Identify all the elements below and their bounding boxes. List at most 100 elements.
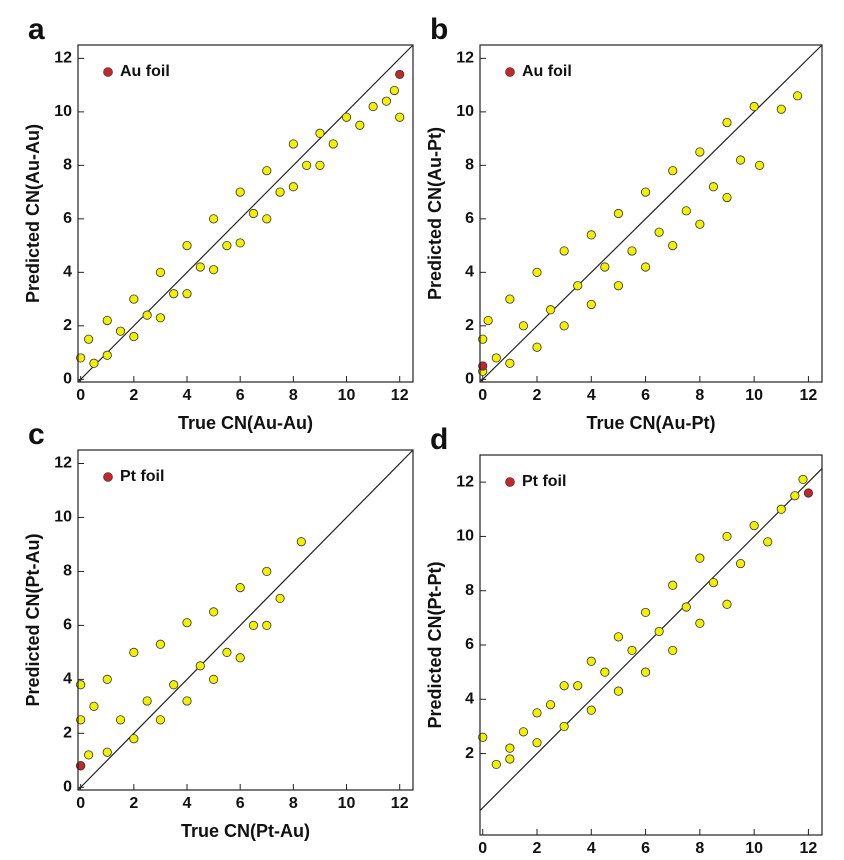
- point: [182, 696, 192, 706]
- point: [776, 104, 786, 114]
- point: [695, 147, 705, 157]
- y-tick-label: 2: [63, 725, 72, 742]
- point: [328, 139, 338, 149]
- point: [288, 139, 298, 149]
- y-tick-label: 6: [465, 210, 474, 227]
- point: [735, 558, 746, 569]
- y-tick-label: 0: [63, 779, 72, 796]
- point: [559, 246, 569, 256]
- point: [491, 353, 501, 363]
- point: [102, 315, 112, 326]
- y-tick-label: 8: [63, 157, 72, 174]
- y-tick-label: 12: [54, 50, 72, 67]
- point: [668, 166, 678, 176]
- point: [722, 599, 732, 609]
- x-axis-label: True CN(Au-Pt): [587, 413, 716, 433]
- point: [803, 488, 814, 498]
- point: [368, 101, 378, 112]
- point: [586, 705, 596, 715]
- legend-label: Pt foil: [120, 468, 164, 485]
- point: [169, 680, 179, 690]
- point: [640, 607, 651, 618]
- point: [627, 645, 637, 656]
- panel: a 0 2 4 6 8 10 12 0 2 4 6 8 10 12 True CN(Au-Au) Predict…: [23, 13, 414, 433]
- point: [102, 747, 112, 757]
- point: [483, 315, 493, 326]
- point: [668, 580, 678, 590]
- point: [89, 701, 99, 711]
- point: [235, 583, 245, 593]
- identity-line: [479, 44, 823, 383]
- point: [640, 667, 651, 677]
- point: [262, 566, 272, 577]
- x-tick-label: 4: [183, 795, 192, 812]
- x-tick-label: 12: [800, 840, 818, 857]
- point: [668, 645, 678, 656]
- point: [222, 240, 232, 251]
- point: [222, 647, 232, 657]
- y-tick-label: 12: [54, 455, 72, 472]
- point: [681, 602, 691, 612]
- x-tick-label: 0: [76, 795, 85, 812]
- y-tick-label: 6: [465, 636, 474, 653]
- point: [395, 112, 405, 122]
- y-tick-label: 8: [63, 563, 72, 580]
- y-axis-label: Predicted CN(Pt-Au): [23, 533, 43, 706]
- point: [613, 686, 624, 696]
- point: [792, 91, 803, 101]
- point: [84, 334, 94, 344]
- y-tick-label: 4: [465, 691, 474, 708]
- point: [129, 734, 139, 744]
- point: [749, 520, 759, 531]
- point: [315, 160, 325, 170]
- point: [790, 491, 800, 501]
- point: [754, 160, 765, 170]
- x-tick-label: 2: [129, 387, 138, 404]
- point: [395, 69, 405, 80]
- point: [102, 350, 112, 360]
- x-tick-label: 2: [533, 387, 542, 404]
- point: [559, 721, 569, 732]
- x-tick-label: 6: [236, 795, 245, 812]
- y-tick-label: 10: [54, 103, 72, 120]
- point: [695, 618, 705, 628]
- legend-label: Au foil: [522, 63, 572, 80]
- plot-frame: [479, 454, 823, 836]
- point: [235, 238, 245, 248]
- x-tick-label: 4: [587, 387, 596, 404]
- point: [355, 120, 365, 130]
- point: [296, 537, 306, 547]
- x-tick-label: 8: [695, 840, 704, 857]
- point: [586, 230, 596, 240]
- point: [695, 219, 705, 229]
- point: [654, 626, 664, 637]
- x-tick-label: 4: [183, 387, 192, 404]
- legend-marker: [505, 67, 515, 77]
- point: [195, 661, 205, 671]
- point: [129, 331, 139, 342]
- y-tick-label: 6: [63, 617, 72, 634]
- panel-label: a: [28, 13, 45, 46]
- point: [275, 593, 285, 604]
- point: [798, 474, 808, 485]
- x-tick-label: 10: [338, 387, 356, 404]
- point: [573, 681, 583, 691]
- y-tick-label: 2: [465, 745, 474, 762]
- x-tick-label: 6: [236, 387, 245, 404]
- point: [129, 294, 139, 304]
- plot-frame: [77, 44, 414, 383]
- point: [84, 750, 94, 760]
- y-tick-label: 6: [63, 210, 72, 227]
- point: [545, 305, 556, 315]
- identity-line: [77, 44, 414, 383]
- y-tick-label: 4: [63, 671, 72, 688]
- plot-frame: [77, 449, 414, 791]
- point: [681, 206, 691, 216]
- y-tick-label: 10: [456, 103, 474, 120]
- point: [491, 759, 501, 770]
- y-axis-label: Predicted CN(Au-Pt): [425, 127, 445, 300]
- x-axis-label: True CN(Pt-Au): [181, 821, 310, 841]
- x-tick-label: 6: [641, 840, 650, 857]
- point: [708, 182, 719, 192]
